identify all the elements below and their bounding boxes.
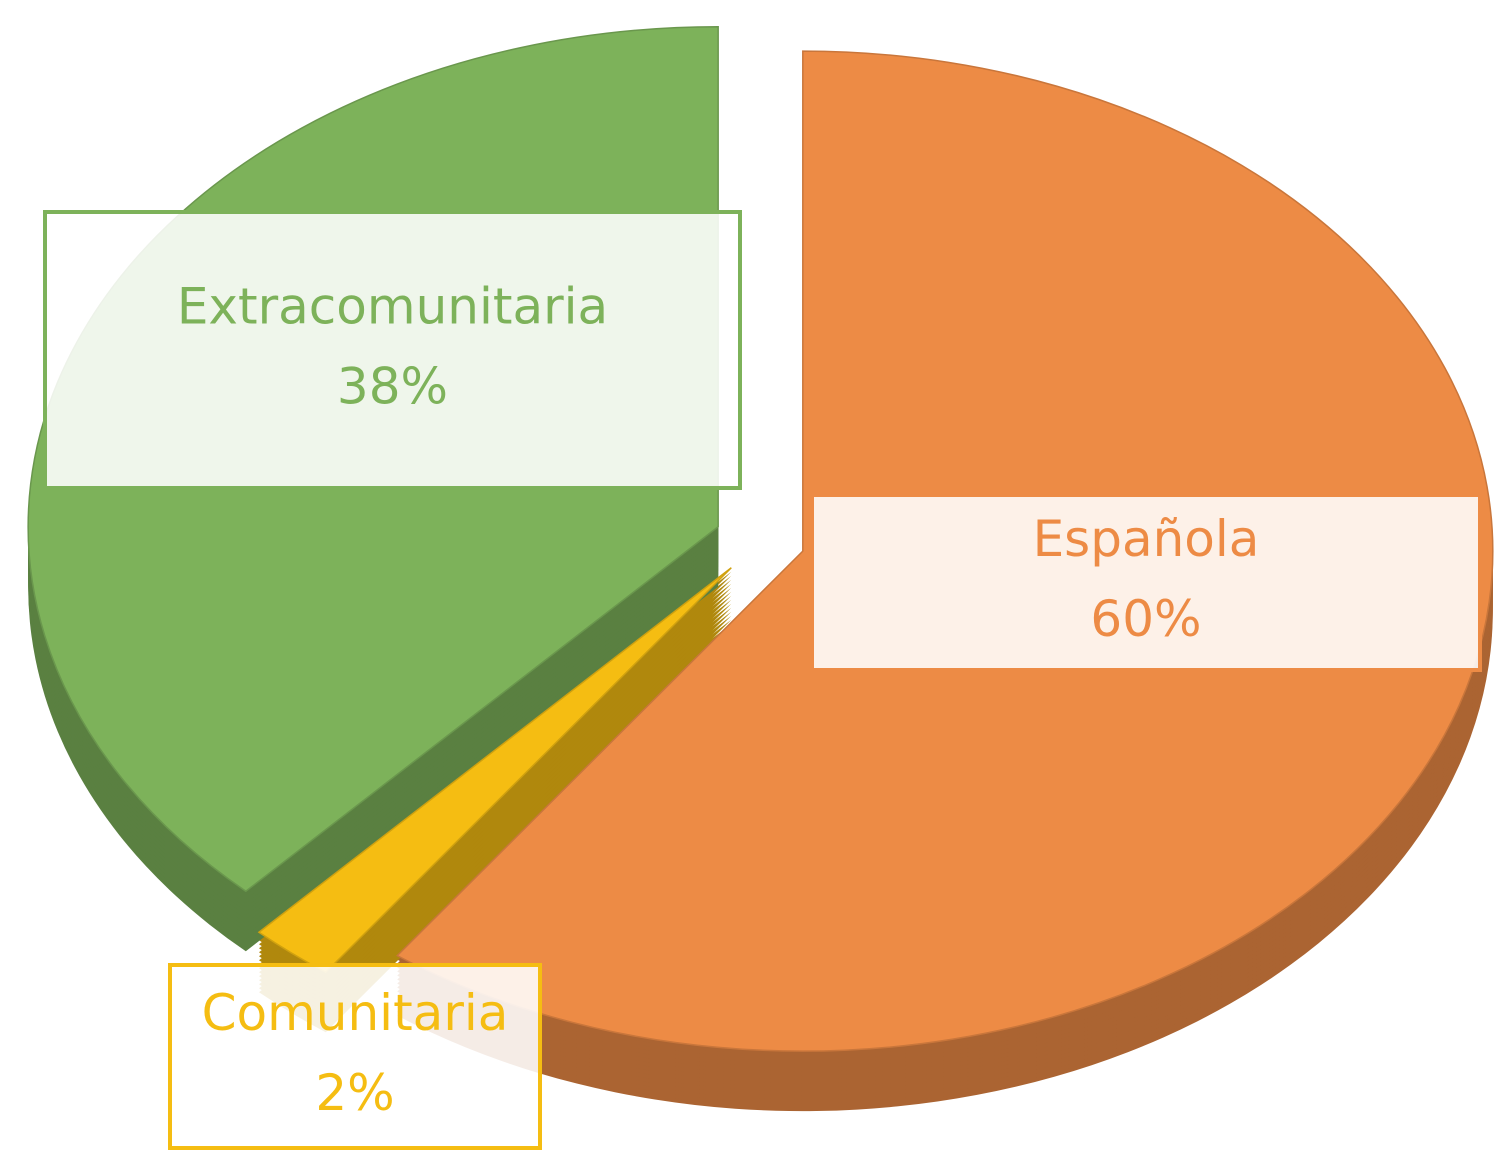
label-category: Española xyxy=(1033,510,1260,568)
label-box xyxy=(43,210,742,490)
label-box xyxy=(810,493,1482,672)
label-category: Comunitaria xyxy=(202,984,509,1042)
label-value: 2% xyxy=(315,1064,394,1122)
label-value: 60% xyxy=(1090,590,1201,648)
data-label: Comunitaria 2% xyxy=(168,963,542,1150)
data-label: Extracomunitaria 38% xyxy=(43,210,742,490)
data-label: Española 60% xyxy=(810,493,1482,672)
label-value: 38% xyxy=(337,358,448,416)
label-category: Extracomunitaria xyxy=(177,278,608,336)
label-box xyxy=(168,963,542,1150)
